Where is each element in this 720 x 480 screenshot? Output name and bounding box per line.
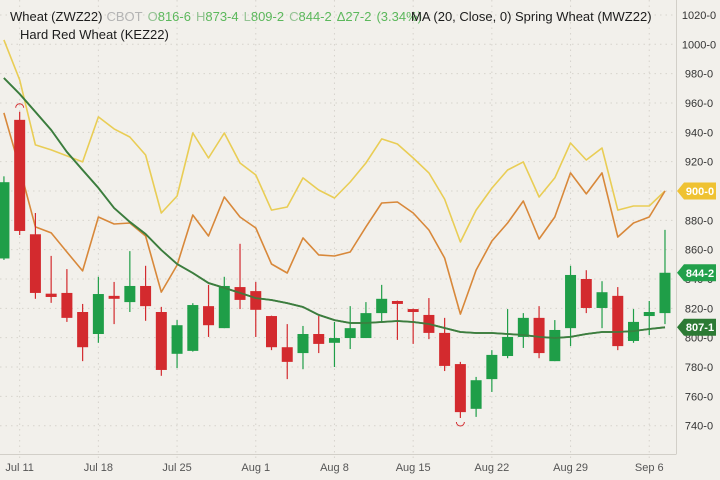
price-axis-label: 1000-0	[682, 39, 716, 51]
price-axis-label: 760-0	[685, 391, 713, 403]
candle-up[interactable]	[360, 313, 372, 339]
candle-down[interactable]	[108, 295, 120, 299]
price-badge	[677, 318, 716, 336]
low-label: L	[243, 9, 251, 24]
date-axis-label: Jul 25	[162, 462, 191, 474]
high-marker-icon	[15, 103, 25, 108]
candle-down[interactable]	[533, 317, 545, 354]
price-badge	[677, 264, 716, 282]
high-label: H	[195, 9, 206, 24]
date-axis-label: Aug 29	[553, 462, 588, 474]
candle-down[interactable]	[140, 285, 152, 307]
ma-line-overlay	[3, 77, 666, 339]
candle-up[interactable]	[297, 334, 309, 354]
candle-up[interactable]	[659, 272, 671, 314]
price-badge	[677, 182, 716, 200]
candle-up[interactable]	[92, 294, 104, 335]
candle-down[interactable]	[439, 332, 451, 366]
date-axis-label: Aug 8	[320, 462, 349, 474]
candle-up[interactable]	[517, 317, 529, 337]
price-badge-label: 807-1	[686, 322, 714, 334]
candle-down[interactable]	[45, 293, 57, 297]
legend-spring-wheat[interactable]: Spring Wheat (MWZ22)	[515, 9, 652, 24]
date-axis-label: Aug 15	[396, 462, 431, 474]
candle-up[interactable]	[549, 329, 561, 362]
low-value: 809-2	[250, 9, 285, 24]
price-axis-label: 820-0	[685, 303, 713, 315]
legend-hard-red-wheat[interactable]: Hard Red Wheat (KEZ22)	[20, 27, 169, 42]
price-axis-label: 880-0	[685, 215, 713, 227]
candle-down[interactable]	[77, 312, 89, 348]
price-axis-label: 920-0	[685, 157, 713, 169]
candle-down[interactable]	[454, 364, 466, 413]
candle-up[interactable]	[344, 328, 356, 339]
candle-down[interactable]	[29, 234, 41, 293]
candle-up[interactable]	[187, 305, 199, 351]
close-label: C	[289, 9, 299, 24]
candle-up[interactable]	[596, 292, 608, 308]
candle-down[interactable]	[407, 309, 419, 313]
candle-down[interactable]	[281, 347, 293, 362]
price-badge-label: 844-2	[686, 268, 714, 280]
date-axis-label: Jul 18	[84, 462, 113, 474]
price-axis-label: 960-0	[685, 98, 713, 110]
candle-up[interactable]	[565, 274, 577, 329]
exchange-label: CBOT	[106, 9, 143, 24]
candle-down[interactable]	[266, 316, 278, 348]
close-value: 844-2	[298, 9, 332, 24]
price-axis-label: 940-0	[685, 127, 713, 139]
price-axis-label: 740-0	[685, 421, 713, 433]
candle-down[interactable]	[61, 292, 73, 318]
date-axis-label: Aug 22	[474, 462, 509, 474]
spring-wheat-mwz22-line	[3, 39, 666, 243]
open-label: O	[147, 9, 158, 24]
legend-symbol-name[interactable]: Wheat (ZWZ22)	[10, 9, 103, 24]
price-badge-label: 900-0	[686, 186, 714, 198]
candle-up[interactable]	[218, 285, 230, 329]
candle-down[interactable]	[14, 119, 26, 231]
price-axis-label: 980-0	[685, 69, 713, 81]
legend-main: Wheat (ZWZ22) CBOT O816-6 H873-4 L809-2 C844-…	[10, 9, 422, 25]
candle-down[interactable]	[155, 312, 167, 370]
candle-up[interactable]	[328, 338, 340, 343]
hard-red-wheat-kez22-line	[3, 112, 666, 315]
candle-up[interactable]	[124, 285, 136, 303]
change-percent: (3.34%)	[376, 9, 422, 24]
candle-up[interactable]	[486, 354, 498, 380]
date-axis-label: Jul 11	[5, 462, 34, 474]
candle-up[interactable]	[643, 312, 655, 317]
candle-up[interactable]	[0, 182, 10, 259]
candle-up[interactable]	[470, 380, 482, 409]
candle-down[interactable]	[612, 295, 624, 347]
candle-up[interactable]	[171, 325, 183, 354]
candle-down[interactable]	[580, 279, 592, 308]
price-axis-label: 1020-0	[682, 10, 716, 22]
legend-ma-indicator[interactable]: MA (20, Close, 0)	[411, 9, 512, 24]
date-axis-label: Aug 1	[241, 462, 270, 474]
candle-down[interactable]	[250, 291, 262, 310]
open-value: 816-6	[157, 9, 191, 24]
price-axis-label: 780-0	[685, 362, 713, 374]
candle-down[interactable]	[203, 306, 215, 326]
low-marker-icon	[455, 421, 465, 427]
date-axis-label: Sep 6	[635, 462, 664, 474]
change-value: Δ27-2	[336, 9, 372, 24]
candle-down[interactable]	[391, 301, 403, 304]
candle-up[interactable]	[376, 298, 388, 314]
price-axis-label: 860-0	[685, 245, 713, 257]
candle-down[interactable]	[313, 334, 325, 344]
candle-up[interactable]	[502, 336, 514, 357]
high-value: 873-4	[205, 9, 239, 24]
